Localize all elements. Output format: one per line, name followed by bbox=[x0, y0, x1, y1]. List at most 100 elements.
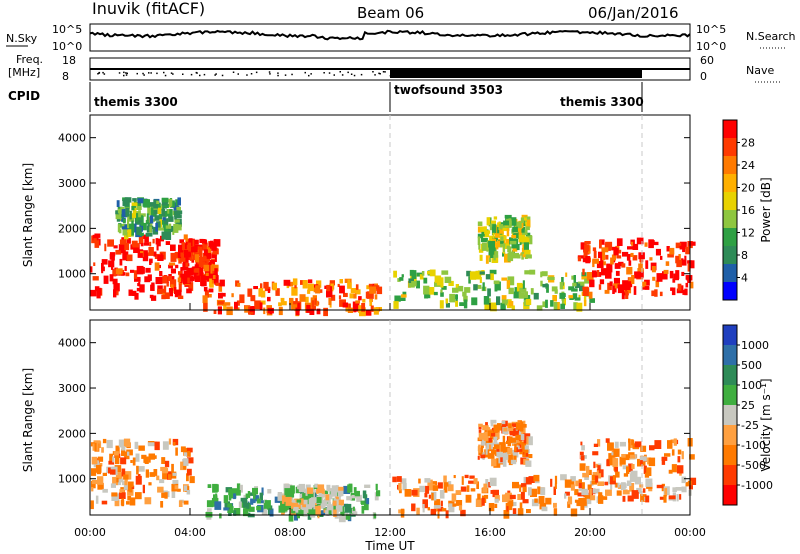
echo-cell bbox=[162, 470, 168, 480]
echo-cell bbox=[193, 270, 197, 279]
echo-cell bbox=[427, 479, 433, 487]
echo-cell bbox=[136, 265, 144, 275]
nave-dot bbox=[374, 74, 376, 76]
echo-cell bbox=[285, 496, 292, 506]
echo-cell bbox=[592, 259, 595, 268]
nave-dot bbox=[214, 74, 216, 76]
echo-cell bbox=[202, 275, 208, 280]
echo-cell bbox=[479, 254, 483, 261]
colorbar-tick-label: 28 bbox=[741, 137, 755, 150]
echo-cell bbox=[473, 284, 478, 291]
echo-cell bbox=[227, 506, 234, 513]
echo-cell bbox=[185, 262, 189, 269]
echo-cell bbox=[364, 502, 369, 511]
echo-cell bbox=[429, 287, 435, 295]
echo-cell bbox=[178, 244, 183, 253]
echo-cell bbox=[424, 478, 431, 483]
echo-cell bbox=[115, 455, 120, 465]
echo-cell bbox=[618, 261, 624, 267]
echo-cell bbox=[284, 501, 289, 511]
echo-cell bbox=[154, 215, 160, 221]
echo-cell bbox=[97, 476, 104, 485]
echo-cell bbox=[584, 241, 591, 245]
echo-cell bbox=[236, 300, 240, 306]
echo-cell bbox=[119, 258, 123, 266]
echo-cell bbox=[500, 302, 506, 310]
y-tick-label: 2000 bbox=[58, 222, 86, 235]
echo-cell bbox=[159, 479, 165, 484]
colorbar-tick-label: -1000 bbox=[741, 479, 773, 492]
colorbar-swatch bbox=[723, 405, 737, 426]
echo-cell bbox=[660, 255, 663, 260]
echo-cell bbox=[122, 218, 126, 224]
echo-cell bbox=[499, 222, 505, 226]
echo-cell bbox=[329, 280, 335, 286]
echo-cell bbox=[494, 444, 500, 450]
echo-cell bbox=[485, 255, 489, 264]
colorbar-swatch bbox=[723, 485, 737, 506]
echo-cell bbox=[688, 485, 693, 490]
echo-cell bbox=[129, 497, 136, 506]
echo-cell bbox=[181, 242, 185, 251]
echo-cell bbox=[511, 423, 517, 428]
echo-cell bbox=[631, 275, 635, 284]
echo-cell bbox=[622, 465, 629, 470]
echo-cell bbox=[443, 482, 449, 487]
nave-tick-high: 60 bbox=[700, 54, 714, 67]
echo-cell bbox=[567, 501, 571, 508]
echo-cell bbox=[305, 296, 309, 303]
echo-cell bbox=[602, 251, 606, 261]
echo-cell bbox=[502, 227, 509, 232]
echo-cell bbox=[598, 469, 601, 474]
echo-cell bbox=[151, 295, 157, 301]
echo-cell bbox=[233, 490, 241, 496]
echo-cell bbox=[233, 510, 237, 516]
echo-cell bbox=[132, 290, 137, 296]
echo-cell bbox=[572, 282, 577, 287]
colorbar-tick-label: 4 bbox=[741, 272, 748, 285]
echo-cell bbox=[139, 232, 144, 236]
echo-cell bbox=[503, 427, 508, 432]
nave-tick-low: 0 bbox=[700, 70, 707, 83]
echo-cell bbox=[605, 489, 612, 496]
echo-cell bbox=[309, 499, 316, 508]
echo-cell bbox=[148, 247, 154, 256]
echo-cell bbox=[186, 473, 189, 482]
echo-cell bbox=[488, 298, 491, 305]
echo-cell bbox=[313, 501, 320, 505]
echo-cell bbox=[217, 301, 224, 305]
echo-cell bbox=[223, 495, 228, 504]
echo-cell bbox=[681, 486, 687, 493]
echo-cell bbox=[104, 243, 107, 252]
echo-cell bbox=[574, 297, 581, 301]
nave-dot bbox=[372, 71, 374, 73]
echo-cell bbox=[443, 475, 447, 483]
echo-cell bbox=[267, 288, 271, 293]
colorbar-swatch bbox=[723, 365, 737, 386]
echo-cell bbox=[267, 296, 271, 302]
echo-cell bbox=[161, 467, 169, 474]
echo-cell bbox=[373, 285, 380, 290]
echo-cell bbox=[469, 271, 477, 280]
echo-cell bbox=[149, 472, 156, 477]
echo-cell bbox=[464, 474, 469, 479]
echo-cell bbox=[527, 237, 530, 244]
echo-cell bbox=[488, 245, 495, 253]
echo-cell bbox=[350, 511, 358, 516]
echo-cell bbox=[134, 441, 139, 449]
echo-cell bbox=[478, 447, 484, 456]
echo-cell bbox=[330, 488, 338, 497]
echo-cell bbox=[605, 271, 612, 279]
echo-cell bbox=[577, 283, 581, 288]
echo-cell bbox=[180, 252, 184, 257]
echo-cell bbox=[518, 292, 525, 299]
echo-cell bbox=[689, 281, 694, 289]
echo-cell bbox=[492, 232, 495, 239]
echo-cell bbox=[613, 448, 620, 457]
echo-cell bbox=[626, 280, 633, 288]
echo-cell bbox=[488, 252, 495, 256]
echo-cell bbox=[404, 489, 412, 497]
echo-cell bbox=[238, 501, 242, 508]
echo-cell bbox=[170, 200, 175, 208]
echo-cell bbox=[177, 197, 181, 206]
